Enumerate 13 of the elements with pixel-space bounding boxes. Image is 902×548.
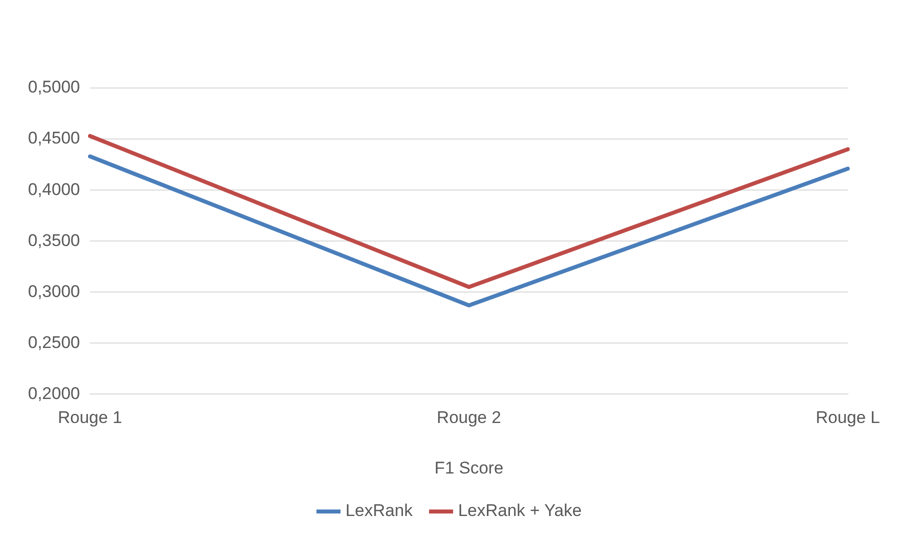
x-tick-label: Rouge L: [816, 408, 880, 428]
y-tick-label: 0,5000: [28, 78, 80, 97]
y-tick-label: 0,3500: [28, 230, 80, 250]
x-axis-title: F1 Score: [434, 458, 504, 478]
y-tick-label: 0,2500: [28, 332, 80, 352]
y-tick-label: 0,4500: [28, 128, 80, 148]
legend-label: LexRank: [345, 501, 414, 520]
legend-label: LexRank + Yake: [458, 501, 582, 520]
y-tick-label: 0,4000: [28, 180, 80, 199]
y-tick-label: 0,2000: [28, 384, 80, 403]
y-tick-label: 0,3000: [28, 282, 80, 301]
x-tick-label: Rouge 2: [436, 408, 502, 428]
x-tick-label: Rouge 1: [58, 408, 122, 428]
